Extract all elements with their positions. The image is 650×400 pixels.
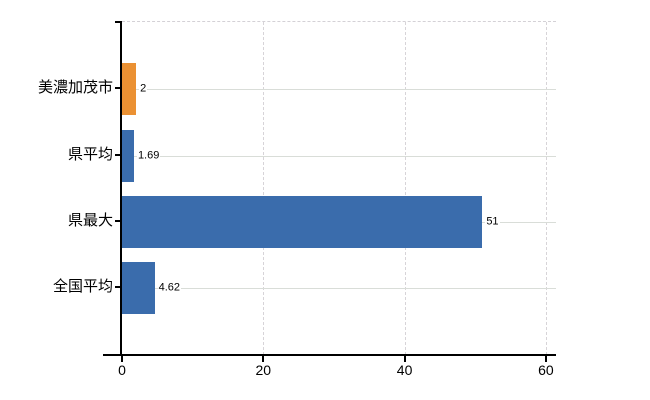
- horizontal-gridline: [122, 89, 556, 90]
- category-label: 県平均: [67, 146, 113, 163]
- y-axis-tick: [115, 87, 121, 89]
- x-tick-label: 20: [255, 362, 272, 378]
- bar: [122, 63, 137, 115]
- bar-value-label: 2: [139, 82, 148, 96]
- y-axis-tick: [115, 220, 121, 222]
- plot-area: 2 1.69 51 4.62: [122, 21, 556, 355]
- y-axis-tick: [115, 286, 121, 288]
- x-axis-tick: [262, 356, 265, 362]
- x-axis-tick: [403, 356, 406, 362]
- vertical-gridline: [263, 22, 265, 355]
- y-axis-line: [120, 21, 122, 355]
- x-axis-tick: [121, 356, 123, 362]
- category-label: 美濃加茂市: [37, 79, 113, 96]
- horizontal-gridline: [122, 156, 556, 157]
- category-label: 県最大: [67, 212, 113, 229]
- x-axis-line: [103, 354, 556, 356]
- x-tick-label: 40: [396, 362, 413, 378]
- x-tick-label: 60: [538, 362, 554, 378]
- vertical-gridline: [545, 22, 547, 355]
- horizontal-gridline: [122, 288, 556, 289]
- bar: [122, 262, 155, 314]
- x-axis-tick: [544, 356, 547, 362]
- y-axis-tick: [115, 21, 121, 23]
- category-label: 全国平均: [52, 278, 113, 295]
- bar-value-label: 4.62: [157, 281, 182, 295]
- y-axis-tick: [115, 154, 121, 156]
- bar-value-label: 51: [485, 215, 500, 229]
- vertical-gridline: [404, 22, 406, 355]
- bar-value-label: 1.69: [136, 149, 161, 163]
- bar: [122, 196, 483, 248]
- x-tick-label: 0: [118, 362, 126, 378]
- bar: [122, 130, 134, 182]
